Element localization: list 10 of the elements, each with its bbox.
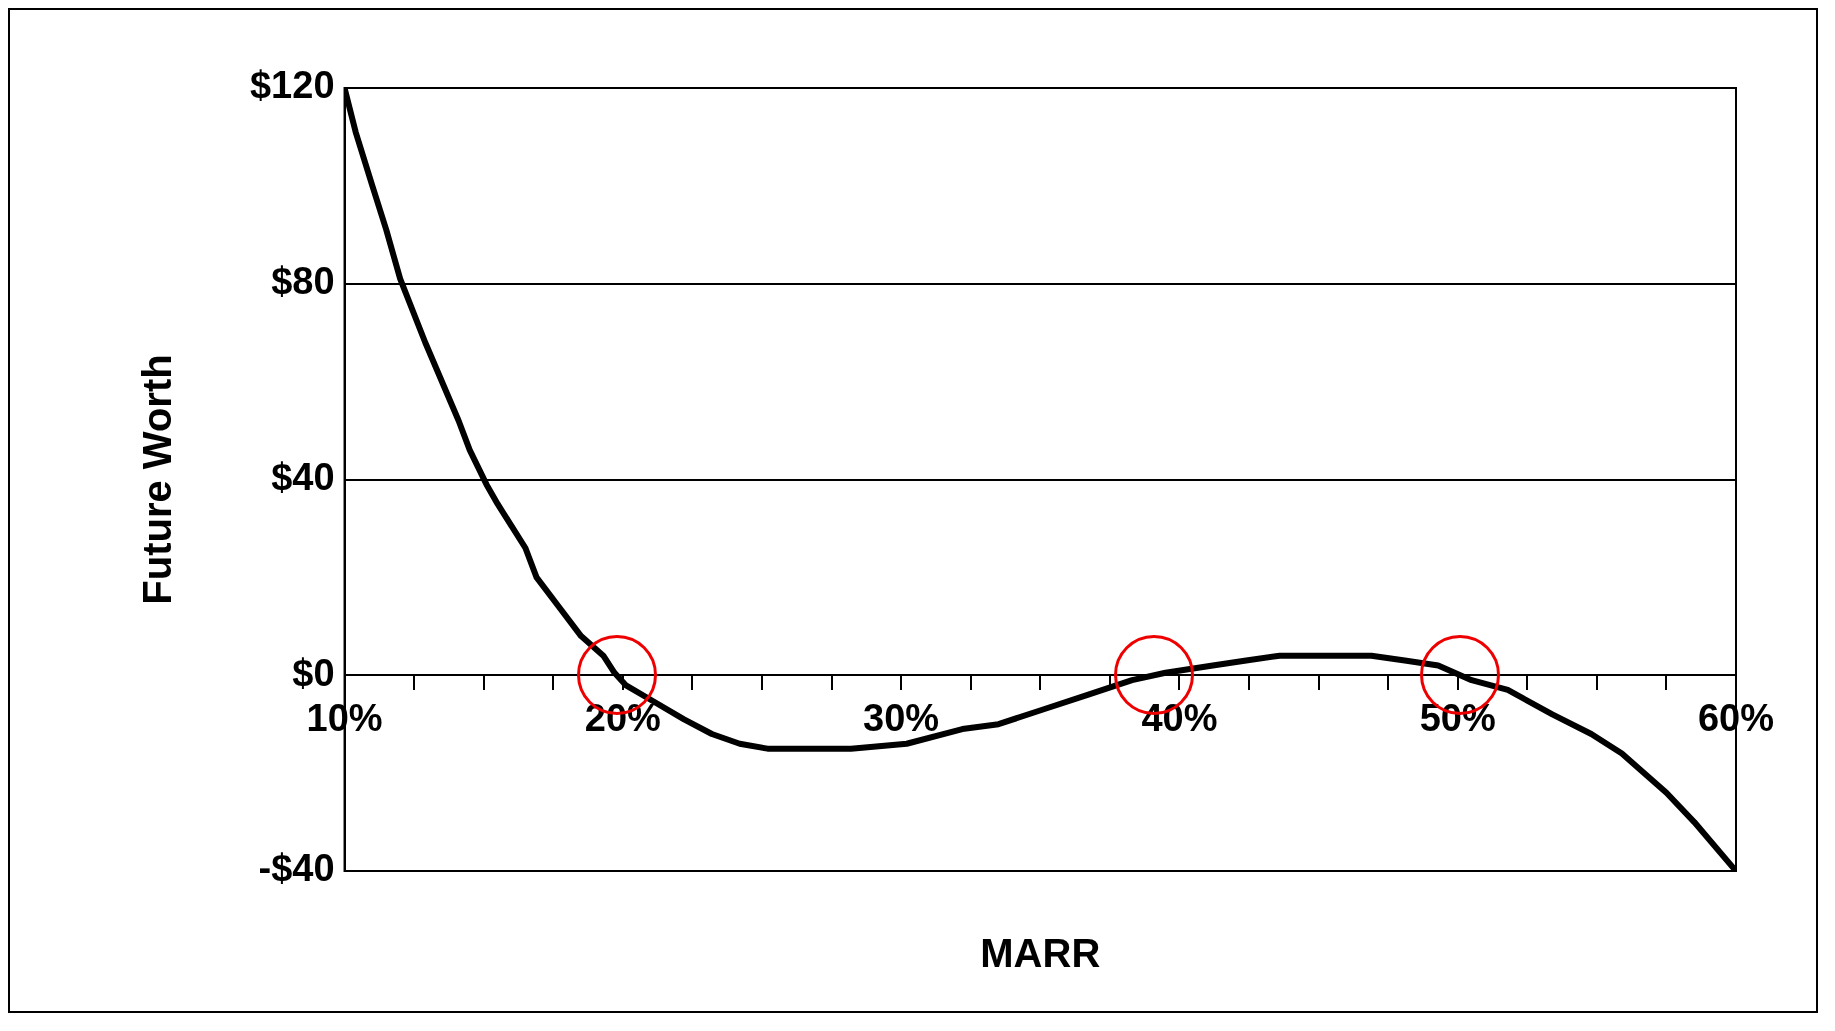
x-tick-label: 50% [1419, 696, 1496, 739]
x-axis-title: MARR [980, 931, 1101, 976]
x-tick-label: 40% [1141, 696, 1218, 739]
y-axis-title: Future Worth [134, 354, 179, 605]
y-tick-label: $0 [292, 651, 335, 694]
x-tick-label: 30% [863, 696, 940, 739]
y-tick-label: $40 [271, 455, 335, 498]
y-tick-label: $120 [249, 64, 335, 107]
y-tick-label: $80 [271, 260, 335, 303]
y-tick-label: -$40 [258, 847, 335, 890]
